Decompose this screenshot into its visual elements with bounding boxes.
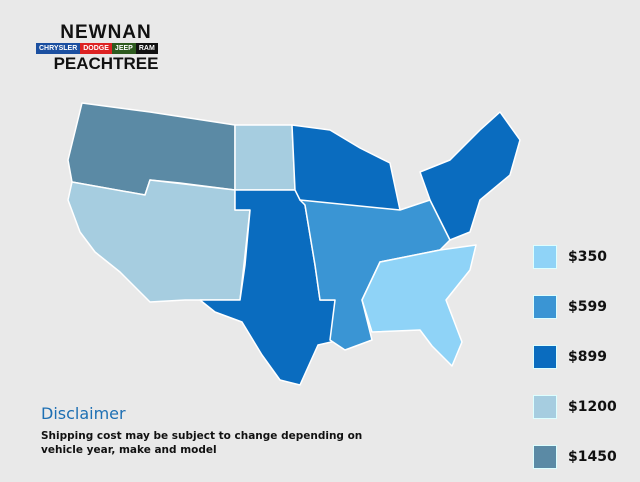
legend-label: $1200 — [568, 399, 617, 415]
legend-item: $1450 — [533, 432, 617, 482]
region-northeast — [419, 111, 521, 241]
legend-swatch — [533, 295, 557, 319]
region-west — [67, 179, 251, 303]
brand-dodge: DODGE — [80, 43, 112, 54]
legend-swatch — [533, 245, 557, 269]
disclaimer-title: Disclaimer — [41, 404, 126, 423]
legend-item: $599 — [533, 282, 617, 332]
legend-item: $1200 — [533, 382, 617, 432]
disclaimer-text: Shipping cost may be subject to change d… — [41, 430, 363, 456]
legend-item: $350 — [533, 232, 617, 282]
legend-item: $899 — [533, 332, 617, 382]
dealer-logo: NEWNAN CHRYSLER DODGE JEEP RAM PEACHTREE — [36, 22, 176, 73]
legend-label: $599 — [568, 299, 607, 315]
disclaimer: Disclaimer Shipping cost may be subject … — [41, 404, 381, 457]
region-southeast — [361, 244, 477, 367]
legend-swatch — [533, 395, 557, 419]
legend-label: $350 — [568, 249, 607, 265]
legend-swatch — [533, 345, 557, 369]
legend-label: $899 — [568, 349, 607, 365]
legend-swatch — [533, 445, 557, 469]
logo-brands: CHRYSLER DODGE JEEP RAM — [36, 43, 176, 54]
logo-line1: NEWNAN — [60, 22, 152, 43]
region-dakotas — [234, 124, 296, 191]
brand-jeep: JEEP — [111, 43, 136, 54]
logo-line3: PEACHTREE — [53, 54, 159, 73]
brand-ram: RAM — [135, 43, 158, 54]
brand-chrysler: CHRYSLER — [36, 43, 81, 54]
price-legend: $350 $599 $899 $1200 $1450 — [533, 232, 617, 482]
legend-label: $1450 — [568, 449, 617, 465]
